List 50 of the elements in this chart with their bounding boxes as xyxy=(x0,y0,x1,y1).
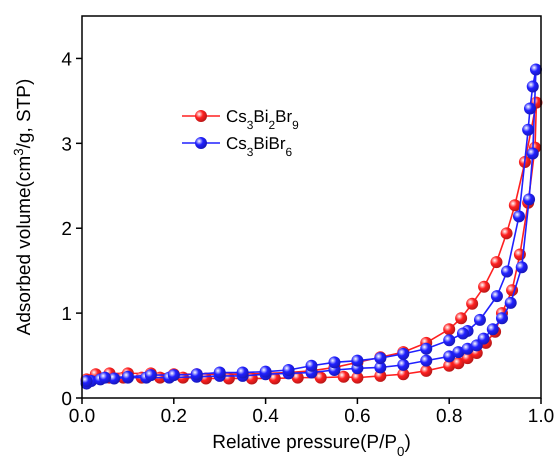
point xyxy=(443,334,456,346)
point xyxy=(338,370,350,383)
point xyxy=(328,356,340,368)
point xyxy=(420,354,432,367)
point xyxy=(490,290,503,302)
point xyxy=(490,256,502,268)
x-tick-label: 0.6 xyxy=(344,406,371,427)
point xyxy=(462,342,474,355)
point xyxy=(530,63,542,76)
point xyxy=(397,358,410,371)
point xyxy=(508,199,521,212)
point xyxy=(512,210,525,222)
point xyxy=(443,350,456,362)
y-tick-label: 1 xyxy=(61,304,72,326)
x-axis-title: Relative pressure(P/P$_{0}$) xyxy=(212,432,411,458)
point xyxy=(456,327,469,340)
point xyxy=(306,360,318,372)
point xyxy=(516,261,528,274)
point xyxy=(501,266,514,278)
point xyxy=(478,332,490,345)
y-tick-label: 3 xyxy=(61,134,72,156)
point xyxy=(420,364,432,377)
x-tick-label: 0.8 xyxy=(436,406,462,427)
x-tick-label: 0.2 xyxy=(160,406,188,427)
point xyxy=(522,124,534,136)
y-tick-label: 4 xyxy=(61,49,72,70)
point xyxy=(526,80,539,92)
legend-label: Cs$_{3}$BiBr$_{6}$ xyxy=(226,134,293,159)
x-tick-label: 0.4 xyxy=(252,406,280,427)
point xyxy=(466,298,478,310)
point xyxy=(455,312,468,324)
point xyxy=(314,372,327,384)
point xyxy=(496,312,508,324)
legend-label: Cs$_{3}$Bi$_{2}$Br$_{9}$ xyxy=(226,107,300,132)
point xyxy=(190,368,203,380)
y-tick-label: 2 xyxy=(61,219,72,240)
point xyxy=(526,148,539,160)
point xyxy=(524,102,536,115)
point xyxy=(474,314,486,326)
point xyxy=(486,323,499,336)
point xyxy=(443,323,456,336)
x-tick-label: 1.0 xyxy=(528,406,554,427)
point xyxy=(504,296,517,309)
point xyxy=(470,339,483,352)
point xyxy=(478,280,490,293)
point xyxy=(523,193,536,206)
point xyxy=(420,342,432,355)
point xyxy=(282,364,295,376)
point xyxy=(98,372,111,384)
point xyxy=(500,227,513,240)
